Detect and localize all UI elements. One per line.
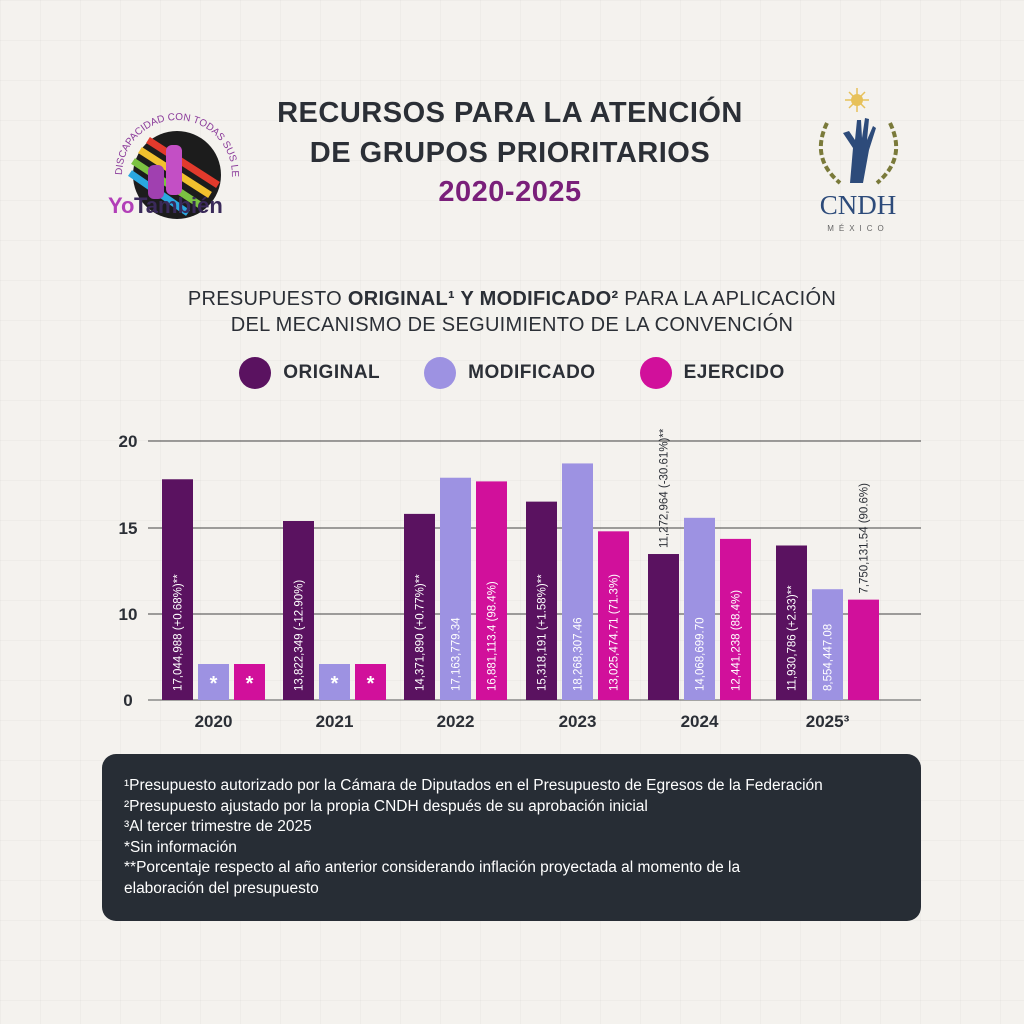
bar-modificado: [440, 477, 471, 700]
bar-value-label: 16,881,113.4 (98.4%): [487, 581, 499, 691]
legend-original: ORIGINAL: [239, 357, 380, 389]
cndh-logo: CNDH MÉXICO: [818, 88, 899, 233]
bar-value-label: 13,822,349 (-12.90%): [294, 580, 306, 691]
bar-value-label: 7,750,131.54 (90.6%): [859, 483, 871, 594]
bar-value-label: 17,163,779.34: [451, 617, 463, 691]
chart-subtitle: PRESUPUESTO ORIGINAL¹ Y MODIFICADO² PARA…: [100, 286, 924, 338]
bar-value-label: 14,371,890 (+0.77%)**: [415, 574, 427, 691]
bar-ejercido: [720, 538, 751, 700]
title-line-2: DE GRUPOS PRIORITARIOS: [309, 137, 711, 169]
legend-modificado: MODIFICADO: [424, 357, 595, 389]
legend-label: EJERCIDO: [683, 362, 785, 383]
bar-original: [283, 521, 314, 700]
subtitle-line-2: DEL MECANISMO DE SEGUIMIENTO DE LA CONVE…: [230, 314, 794, 336]
footnote: ¹Presupuesto autorizado por la Cámara de…: [124, 777, 823, 794]
legend-swatch-original: [239, 357, 272, 389]
x-tick-label: 2023: [559, 712, 597, 731]
subtitle-text-2: PARA LA APLICACIÓN: [618, 288, 837, 310]
svg-text:CNDH: CNDH: [820, 190, 897, 220]
no-data-asterisk: *: [246, 673, 254, 695]
footnotes-box: ¹Presupuesto autorizado por la Cámara de…: [102, 754, 921, 921]
bar-value-label: 11,930,786 (+2.33)**: [787, 585, 799, 691]
bar-modificado: [198, 664, 229, 700]
bar-original: [526, 501, 557, 700]
bar-ejercido: [234, 664, 265, 700]
bar-ejercido: [355, 664, 386, 700]
bar-value-label: 12,441,238 (88.4%): [731, 590, 743, 691]
no-data-asterisk: *: [367, 673, 375, 695]
footnote: ²Presupuesto ajustado por la propia CNDH…: [124, 797, 648, 815]
bar-value-label: 15,318,191 (+1.58%)**: [537, 574, 549, 691]
svg-text:Yo: Yo: [108, 193, 134, 218]
y-tick-label: 10: [119, 605, 138, 624]
bar-modificado: [684, 517, 715, 700]
no-data-asterisk: *: [210, 673, 218, 695]
bar-value-label: 17,044,988 (+0.68%)**: [173, 574, 185, 691]
bar-value-label: 14,068,699.70: [695, 617, 707, 691]
x-tick-label: 2024: [681, 712, 719, 731]
bar-original: [776, 545, 807, 700]
legend: ORIGINAL MODIFICADO EJERCIDO: [0, 357, 1024, 389]
x-tick-label: 2021: [316, 712, 354, 731]
legend-ejercido: EJERCIDO: [639, 357, 785, 389]
bar-value-label: 13,025,474.71 (71.3%): [609, 574, 621, 691]
bar-ejercido: [598, 531, 629, 700]
y-tick-label: 20: [119, 432, 138, 451]
x-tick-label: 2020: [195, 712, 233, 731]
yo-tambien-logo: DISCAPACIDAD CON TODAS SUS LETRAS Yo Tam…: [100, 95, 240, 219]
footnote: **Porcentaje respecto al año anterior co…: [124, 859, 741, 876]
svg-text:También: También: [134, 193, 223, 218]
svg-text:MÉXICO: MÉXICO: [827, 224, 889, 233]
bar-chart: 20 15 10 0 2020 17,044,988 (+0.68%)** * * 2021 13…: [119, 428, 921, 731]
title-years: 2020-2025: [438, 176, 582, 208]
subtitle-bold: ORIGINAL¹ Y MODIFICADO²: [347, 288, 619, 310]
bar-value-label: 8,554,447.08: [823, 624, 835, 691]
title-line-1: RECURSOS PARA LA ATENCIÓN: [277, 97, 743, 129]
footnote: elaboración del presupuesto: [124, 879, 319, 897]
legend-label: MODIFICADO: [468, 362, 596, 383]
bar-modificado: [319, 664, 350, 700]
legend-swatch-ejercido: [639, 357, 672, 389]
footnote: *Sin información: [124, 838, 237, 856]
x-tick-label: 2022: [437, 712, 475, 731]
bar-modificado: [562, 463, 593, 700]
bar-original: [648, 554, 679, 700]
bar-value-label: 11,272,964 (-30.61%)**: [659, 428, 671, 548]
no-data-asterisk: *: [331, 673, 339, 695]
subtitle-text: PRESUPUESTO: [187, 288, 348, 310]
bar-original: [162, 479, 193, 700]
x-tick-label: 2025³: [806, 712, 850, 731]
bar-ejercido: [476, 481, 507, 700]
bar-ejercido: [848, 599, 879, 700]
legend-label: ORIGINAL: [283, 362, 381, 383]
bar-original: [404, 513, 435, 700]
bar-value-label: 18,268,307.46: [573, 617, 585, 691]
footnote: ³Al tercer trimestre de 2025: [124, 818, 312, 835]
legend-swatch-modificado: [424, 357, 457, 389]
y-tick-label: 15: [119, 519, 138, 538]
y-tick-label: 0: [123, 691, 132, 710]
bar-modificado: [812, 589, 843, 700]
